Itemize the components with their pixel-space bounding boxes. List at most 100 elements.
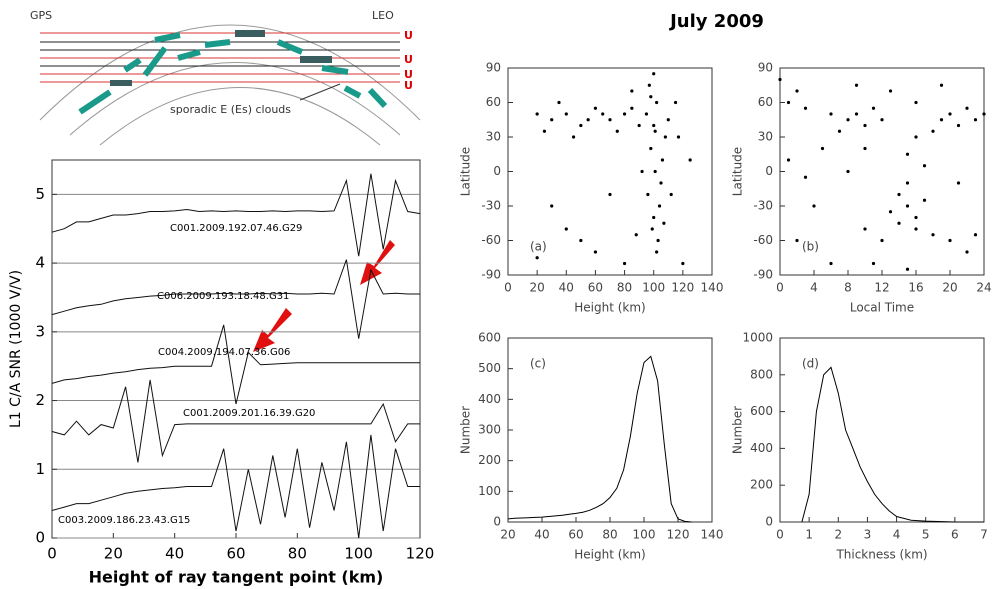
- x-tick-label: 5: [922, 528, 930, 542]
- scatter-point: [579, 238, 583, 243]
- scatter-point: [914, 227, 918, 231]
- x-tick-label: 40: [534, 528, 549, 542]
- scatter-point: [655, 100, 659, 105]
- scatter-point: [922, 198, 927, 202]
- y-tick-label: -90: [481, 268, 501, 282]
- scatter-point: [550, 204, 554, 208]
- x-tick-label: 40: [559, 281, 574, 295]
- scatter-point: [948, 238, 952, 243]
- scatter-point: [557, 100, 561, 105]
- scatter-point: [914, 215, 918, 220]
- scatter-point: [871, 261, 876, 266]
- series-label: C001.2009.192.07.46.G29: [170, 223, 302, 234]
- y-tick-label: 400: [478, 392, 501, 406]
- panel-label: (d): [802, 357, 819, 371]
- scatter-point: [653, 169, 657, 174]
- y-tick-label: 400: [750, 441, 773, 455]
- leo-label: LEO: [372, 9, 394, 22]
- scatter-point: [922, 164, 927, 168]
- x-tick-label: 4: [893, 528, 901, 542]
- x-tick-label: 0: [776, 281, 784, 295]
- scatter-point: [778, 77, 782, 82]
- scatter-point: [662, 221, 666, 225]
- scatter-point: [652, 72, 656, 76]
- y-tick-label: 1000: [742, 331, 773, 345]
- es-cloud: [300, 56, 332, 63]
- x-tick-label: 60: [588, 281, 603, 295]
- scatter-point: [564, 227, 568, 231]
- scatter-point: [863, 146, 867, 151]
- scatter-point: [914, 135, 918, 139]
- scatter-point: [880, 238, 884, 243]
- y-tick-label: -30: [753, 199, 773, 213]
- scatter-point: [630, 89, 634, 93]
- x-tick-label: 0: [504, 281, 512, 295]
- arrow: [253, 308, 292, 352]
- es-cloud: [154, 32, 181, 43]
- scatter-point: [656, 238, 660, 243]
- x-axis-label: Height (km): [574, 301, 645, 315]
- scatter-point: [939, 83, 944, 87]
- y-tick-label: 600: [750, 404, 773, 418]
- scatter-point: [586, 118, 590, 122]
- scatter-point: [608, 192, 612, 197]
- scatter-point: [688, 158, 692, 162]
- x-tick-label: 16: [908, 281, 923, 295]
- scatter-point: [931, 129, 935, 133]
- y-tick-label: 60: [758, 95, 773, 109]
- scatter-point: [846, 118, 850, 122]
- y-tick-label: -60: [753, 233, 773, 247]
- series-label: C001.2009.201.16.39.G20: [183, 408, 315, 419]
- y-tick-label: -30: [481, 199, 501, 213]
- x-tick-label: 1: [805, 528, 813, 542]
- scatter-point: [871, 106, 876, 110]
- scatter-point: [956, 123, 961, 128]
- orbit-arc: [39, 24, 421, 121]
- scatter-point: [956, 181, 961, 185]
- scatter-point: [973, 233, 978, 237]
- x-tick-label: 140: [701, 528, 724, 542]
- scatter-point: [786, 100, 791, 105]
- y-tick-label: 90: [486, 61, 501, 75]
- scatter-point: [535, 256, 539, 260]
- y-tick-label: 0: [493, 164, 501, 178]
- x-tick-label: 120: [406, 545, 435, 563]
- series-label: C006.2009.193.18.48.G31: [157, 291, 289, 302]
- scatter-point: [888, 210, 893, 214]
- y-tick-label: 200: [750, 478, 773, 492]
- receiver-mark: U: [404, 68, 413, 81]
- y-axis-label: Latitude: [459, 147, 473, 196]
- es-cloud: [276, 39, 304, 55]
- es-cloud: [204, 39, 231, 48]
- scatter-point: [676, 135, 681, 139]
- scatter-point: [535, 112, 539, 116]
- x-tick-label: 140: [701, 281, 724, 295]
- diagram: GPS LEO sporadic E (Es) clouds U U U U: [30, 9, 421, 146]
- snr-trace: [51, 379, 420, 463]
- scatter-point: [888, 89, 893, 93]
- scatter-point: [786, 158, 791, 162]
- y-tick-label: 0: [765, 515, 773, 529]
- snr-trace: [51, 259, 420, 339]
- scatter-point: [564, 112, 568, 116]
- y-axis-label: Number: [459, 406, 473, 454]
- scatter-point: [652, 123, 656, 128]
- y-tick-label: 200: [478, 453, 501, 467]
- y-tick-label: 300: [478, 423, 501, 437]
- y-axis-label: Latitude: [731, 147, 745, 196]
- scatter-point: [803, 175, 808, 179]
- scatter-point: [630, 106, 634, 110]
- x-tick-label: 40: [165, 545, 184, 563]
- x-tick-label: 7: [980, 528, 988, 542]
- x-tick-label: 8: [844, 281, 852, 295]
- es-cloud: [321, 65, 349, 75]
- scatter-point: [653, 129, 657, 133]
- y-tick-label: 5: [35, 185, 45, 203]
- scatter-point: [863, 123, 867, 128]
- scatter-point: [905, 181, 910, 185]
- y-tick-label: 500: [478, 361, 501, 375]
- x-tick-label: 20: [942, 281, 957, 295]
- scatter-point: [982, 112, 986, 116]
- scatter-point: [640, 169, 644, 174]
- scatter-point: [681, 261, 685, 266]
